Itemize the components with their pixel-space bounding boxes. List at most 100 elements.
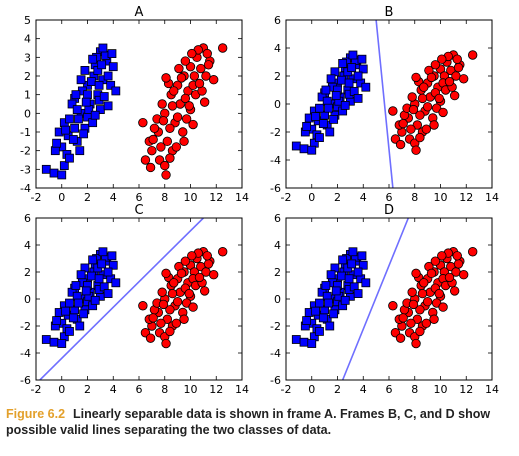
class1-point: [329, 115, 339, 124]
class2-point: [145, 333, 156, 343]
x-tick-label: 2: [334, 191, 341, 204]
class1-point: [348, 50, 358, 60]
class1-point: [74, 298, 83, 308]
x-tick-label: 14: [235, 191, 249, 204]
class1-point: [98, 247, 108, 257]
class1-point: [324, 103, 333, 113]
x-tick-label: 2: [84, 191, 91, 204]
x-tick-label: 6: [136, 383, 143, 396]
x-tick-label: 10: [184, 383, 198, 396]
y-tick-label: 4: [24, 239, 31, 252]
class1-point: [291, 141, 301, 151]
class2-point: [196, 63, 206, 74]
class2-point: [217, 43, 228, 53]
figure-caption: Figure 6.2 Linearly separable data is sho…: [6, 406, 511, 438]
class2-point: [217, 247, 228, 257]
x-tick-label: -2: [281, 191, 292, 204]
class1-point: [302, 316, 312, 326]
class1-point: [321, 85, 331, 95]
caption-label: Figure 6.2: [6, 407, 66, 421]
class2-point: [415, 326, 425, 337]
class2-point: [184, 101, 194, 111]
class2-point: [167, 288, 178, 299]
class2-point: [208, 75, 219, 85]
x-tick-label: 0: [308, 191, 315, 204]
class2-point: [430, 60, 441, 70]
class1-point: [353, 94, 363, 103]
class2-point: [172, 112, 183, 122]
x-tick-label: 4: [360, 191, 367, 204]
x-tick-label: 4: [110, 191, 117, 204]
class2-point: [444, 272, 455, 283]
class2-point: [165, 153, 175, 163]
y-tick-label: 2: [274, 266, 281, 279]
class1-point: [94, 274, 104, 284]
class1-point: [57, 339, 67, 348]
class2-point: [431, 103, 442, 113]
y-tick-label: 2: [274, 70, 281, 83]
class2-point: [437, 54, 447, 64]
y-tick-label: 0: [274, 293, 281, 306]
class1-point: [103, 101, 113, 111]
class2-point: [158, 299, 169, 310]
class1-point: [71, 90, 81, 100]
y-tick-label: 4: [274, 239, 281, 252]
class1-point: [71, 281, 81, 290]
class2-point: [156, 142, 166, 152]
class2-point: [203, 259, 214, 269]
class1-point: [90, 110, 100, 120]
class1-point: [361, 278, 371, 288]
class2-point: [422, 297, 433, 307]
y-tick-label: 3: [24, 51, 31, 64]
class2-point: [171, 318, 182, 329]
separating-line: [39, 218, 204, 380]
class2-point: [444, 76, 455, 87]
class1-point: [65, 298, 74, 308]
class2-point: [188, 119, 198, 130]
class1-point: [65, 153, 74, 163]
caption-text: Linearly separable data is shown in fram…: [6, 407, 491, 437]
class2-point: [411, 338, 421, 349]
class2-point: [158, 116, 169, 126]
x-tick-label: 8: [411, 191, 418, 204]
class1-point: [94, 80, 104, 90]
x-tick-label: 4: [110, 383, 117, 396]
class1-point: [75, 146, 85, 156]
x-tick-label: -2: [281, 383, 292, 396]
class1-point: [68, 313, 78, 323]
y-tick-label: 4: [24, 33, 31, 46]
class2-point: [161, 170, 171, 180]
class1-point: [353, 289, 363, 299]
class2-point: [162, 136, 173, 147]
class1-point: [50, 146, 60, 156]
class2-point: [160, 160, 170, 171]
subplot-b: B -2 0 2 4 6 8 10 12 14 -6 -4 -2 0 2 4 6: [270, 5, 499, 204]
class2-point: [411, 268, 421, 279]
class2-point: [176, 73, 187, 83]
class1-point: [98, 43, 108, 53]
x-tick-label: -2: [31, 383, 42, 396]
class2-point: [419, 82, 429, 92]
class2-point: [415, 110, 425, 120]
class2-point: [180, 93, 191, 104]
y-tick-label: -6: [20, 374, 31, 387]
class2-point: [398, 313, 408, 323]
plot-area: [39, 218, 228, 380]
y-tick-label: 0: [274, 98, 281, 111]
class1-point: [108, 62, 118, 72]
class2-point: [208, 270, 219, 280]
y-tick-label: 4: [274, 42, 281, 55]
x-tick-label: 10: [434, 191, 448, 204]
class2-point: [407, 92, 417, 102]
class1-point: [49, 337, 59, 347]
class1-point: [103, 71, 113, 81]
class2-point: [388, 301, 398, 311]
separating-line: [341, 218, 410, 380]
class1-point: [299, 144, 309, 154]
class1-point: [336, 271, 346, 281]
class2-point: [395, 139, 406, 150]
class2-point: [188, 302, 198, 312]
class2-point: [449, 286, 460, 296]
class1-point: [348, 247, 358, 257]
class1-point: [76, 270, 86, 280]
